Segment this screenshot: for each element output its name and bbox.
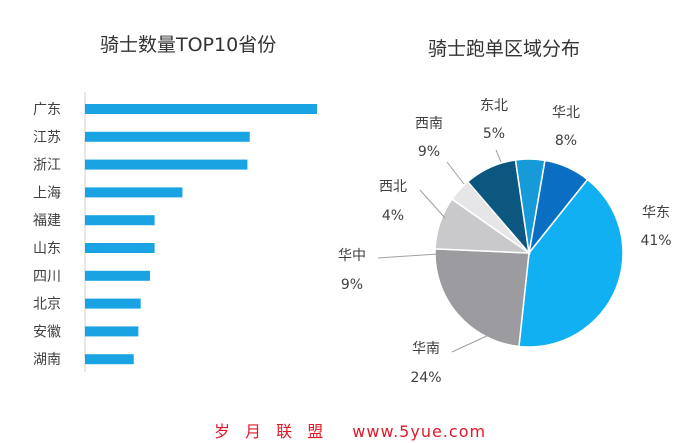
- pie-leader-line: [419, 189, 446, 219]
- pie-slice-label: 华北: [552, 105, 580, 121]
- bar-chart-title: 骑士数量TOP10省份: [100, 34, 277, 56]
- pie-slice-value: 4%: [382, 208, 404, 224]
- bar-category-label: 上海: [33, 185, 61, 201]
- bar: [85, 243, 155, 253]
- pie-slice: [514, 158, 546, 254]
- pie-slice-label: 西南: [415, 116, 443, 132]
- pie-leader-line: [377, 253, 439, 259]
- watermark-text: 岁 月 联 盟: [213, 422, 329, 441]
- bar: [85, 131, 250, 142]
- bar: [85, 298, 141, 309]
- pie-slice-value: 41%: [640, 233, 671, 249]
- pie-slice: [518, 178, 624, 348]
- bar-category-label: 北京: [33, 297, 61, 313]
- bar-category-label: 山东: [33, 241, 61, 257]
- bar: [85, 326, 139, 337]
- bar: [85, 270, 150, 281]
- bar-category-label: 四川: [33, 269, 61, 285]
- pie-leader-line: [495, 149, 502, 163]
- watermark-url: www.5yue.com: [352, 422, 487, 441]
- bar: [85, 187, 183, 198]
- bar-category-label: 江苏: [33, 130, 61, 146]
- bar: [85, 104, 317, 114]
- pie-slice: [434, 248, 530, 348]
- pie-slice-value: 5%: [483, 126, 505, 142]
- bar: [85, 215, 155, 226]
- watermark: 岁 月 联 盟 www.5yue.com: [0, 418, 700, 442]
- bar-category-label: 浙江: [33, 158, 61, 174]
- bar: [85, 354, 134, 365]
- pie-leader-line: [451, 333, 492, 353]
- pie-slice-label: 西北: [379, 179, 407, 195]
- pie-leader-line: [446, 161, 465, 185]
- bar-category-label: 广东: [33, 102, 61, 118]
- pie-slice-value: 24%: [410, 370, 441, 386]
- bar: [85, 159, 248, 170]
- pie-slice-label: 东北: [480, 98, 508, 114]
- bar-category-label: 福建: [33, 213, 61, 229]
- pie-chart-title: 骑士跑单区域分布: [428, 38, 581, 60]
- bar-category-label: 安徽: [33, 324, 61, 340]
- pie-slice-value: 8%: [555, 133, 577, 149]
- pie-slice-value: 9%: [341, 277, 363, 293]
- pie-slice-label: 华中: [338, 248, 366, 264]
- pie-slice-value: 9%: [418, 144, 440, 160]
- pie-slice-label: 华东: [642, 205, 670, 221]
- pie-slice-label: 华南: [412, 341, 440, 357]
- bar-category-label: 湖南: [33, 352, 61, 368]
